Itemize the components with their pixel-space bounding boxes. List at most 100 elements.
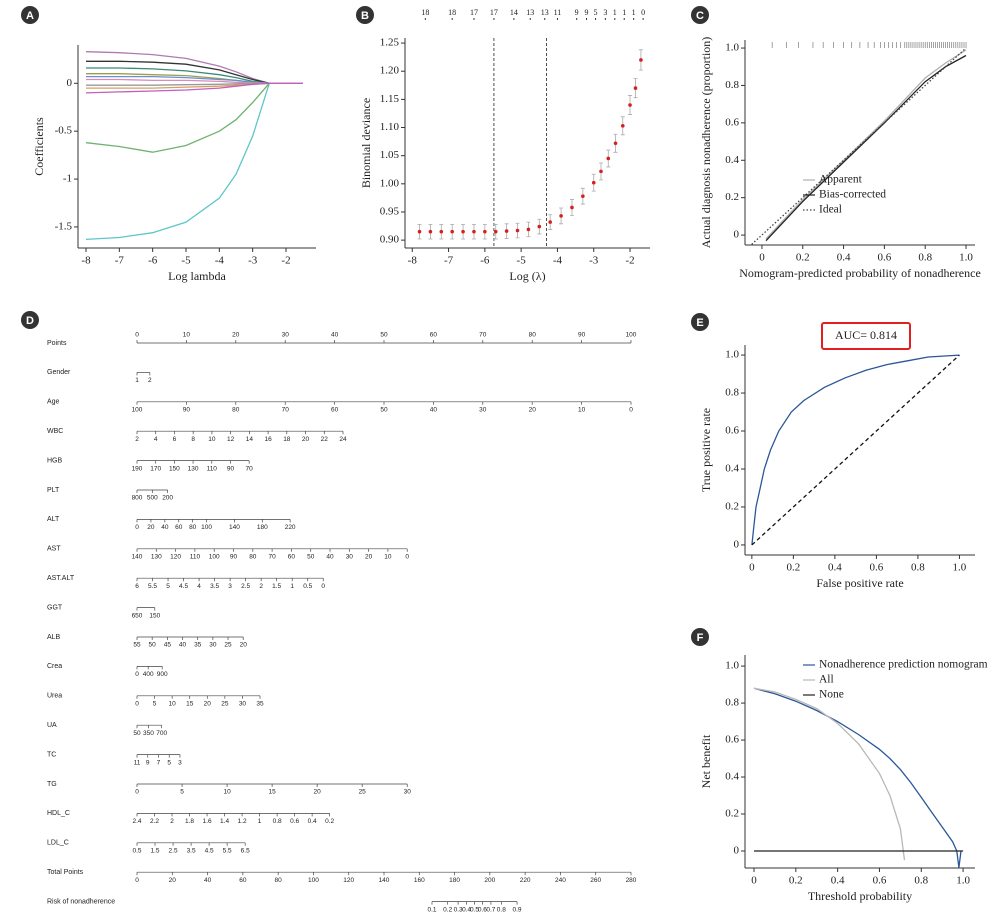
row-label: AST.ALT [47,575,75,582]
row-tick-label: 0.9 [513,906,522,913]
row-tick-label: 2.4 [132,818,141,825]
row-tick-label: 50 [380,407,388,414]
row-tick-label: 2 [135,436,139,443]
panel-badge [21,311,39,329]
row-tick-label: 3 [228,583,232,590]
row-tick-label: 11 [134,759,141,766]
row-tick-label: 1.6 [203,818,212,825]
row-tick-label: 20 [232,332,240,339]
x-tick-label: 0 [759,252,765,264]
y-tick-label: 1.10 [380,121,400,133]
x-tick-label: -4 [215,255,225,267]
top-tick-label: 14 [510,8,518,17]
x-tick-label: -2 [281,255,290,267]
top-tick-label: 9 [584,8,588,17]
x-axis-label: Log lambda [168,269,226,283]
point [581,194,585,199]
x-tick-label: 0.2 [786,562,800,574]
y-tick-label: -0.5 [55,125,73,137]
row-tick-label: 10 [183,332,191,339]
row-label: ALT [47,516,60,523]
top-tick-label: 13 [541,8,549,17]
top-tick-label: 1 [613,8,617,17]
x-axis-label: Log (λ) [509,269,545,283]
row-tick-label: 5.5 [223,848,232,855]
panel-label: B [361,10,369,22]
top-tick-label: 11 [554,8,562,17]
row-tick-label: 4.5 [179,583,188,590]
row-tick-label: 25 [224,642,232,649]
row-tick-label: 0.1 [427,906,436,913]
row-tick-label: 10 [223,789,231,796]
point [461,229,465,234]
row-tick-label: 60 [430,332,438,339]
series-line [753,687,906,861]
x-tick-label: -7 [115,255,125,267]
row-tick-label: 16 [264,436,272,443]
x-tick-label: 1.0 [953,562,967,574]
row-tick-label: 1 [258,818,262,825]
row-label: WBC [47,428,63,435]
row-tick-label: 0.4 [308,818,317,825]
y-tick-label: 0.8 [725,387,739,399]
point [620,124,625,128]
row-label: HDL_C [47,810,70,817]
row-tick-label: 50 [133,730,141,737]
row-tick-label: 2.2 [150,818,159,825]
x-tick-label: 0 [751,875,757,887]
y-tick-label: 1.15 [380,93,400,105]
row-tick-label: 220 [285,524,296,531]
row-tick-label: 0.4 [462,906,471,913]
x-tick-label: -8 [81,255,91,267]
x-tick-label: -6 [480,255,490,267]
row-tick-label: 9 [146,759,150,766]
row-tick-label: 0.2 [325,818,334,825]
row-tick-label: 160 [414,877,425,884]
row-label: PLT [47,487,60,494]
row-tick-label: 350 [143,730,154,737]
row-tick-label: 10 [169,701,177,708]
x-tick-label: 0.4 [831,875,845,887]
row-tick-label: 6 [135,583,139,590]
row-label: ALB [47,634,61,641]
annotation: AUC= 0.814 [835,328,897,342]
y-tick-label: 1.0 [725,660,739,672]
row-tick-label: 0 [135,877,139,884]
row-tick-label: 0 [135,789,139,796]
top-tick-label: 18 [448,8,456,17]
row-tick-label: 100 [201,524,212,531]
row-tick-label: 220 [520,877,531,884]
top-tick-label: 17 [490,8,498,17]
row-tick-label: 50 [149,642,157,649]
y-tick-label: 0 [67,77,73,89]
series-line [765,49,967,240]
row-label: Urea [47,693,62,700]
row-tick-label: 80 [529,332,537,339]
point [526,227,531,232]
row-tick-label: 30 [282,332,290,339]
top-tick-label: 18 [421,8,429,17]
row-tick-label: 120 [170,554,181,561]
y-tick-label: 0 [734,845,740,857]
x-tick-label: 0.4 [837,252,851,264]
y-tick-label: 0.8 [725,697,739,709]
row-tick-label: 5.5 [148,583,157,590]
row-tick-label: 18 [283,436,291,443]
row-tick-label: 0.3 [454,906,463,913]
y-tick-label: 1.00 [380,177,400,189]
row-tick-label: 20 [147,524,155,531]
row-tick-label: 0.5 [470,906,479,913]
panel-badge [691,6,709,24]
x-tick-label: -4 [553,255,563,267]
row-tick-label: 1.4 [220,818,229,825]
row-tick-label: 5 [167,759,171,766]
row-tick-label: 15 [268,789,276,796]
panel-badge [21,6,39,24]
y-tick-label: 0.2 [725,808,739,820]
y-axis-label: Binomial deviance [359,98,373,188]
row-tick-label: 0.5 [303,583,312,590]
series-line [753,687,962,868]
row-tick-label: 140 [132,554,143,561]
row-tick-label: 60 [175,524,183,531]
